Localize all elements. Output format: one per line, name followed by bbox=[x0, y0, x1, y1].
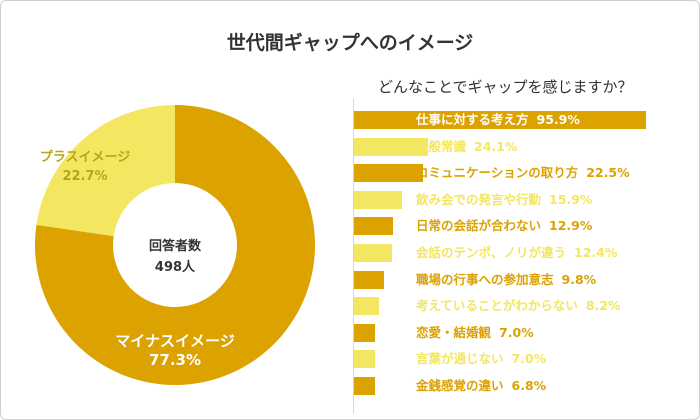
bar-4 bbox=[354, 217, 394, 236]
bar-value-label: 8.2% bbox=[585, 298, 621, 314]
bar-8 bbox=[354, 323, 376, 342]
bar-6 bbox=[354, 270, 384, 289]
bar-category: 金銭感覚の違い bbox=[416, 378, 504, 393]
donut-slice-1 bbox=[36, 105, 175, 237]
bar-category: 職場の行事への参加意志 bbox=[416, 271, 554, 287]
bar-label: 恋愛・結婚観 7.0% bbox=[416, 324, 534, 342]
bar-2 bbox=[354, 164, 423, 183]
bar-category: 飲み会での発言や行動 bbox=[416, 191, 542, 207]
slice-label-plus: プラスイメージ bbox=[40, 150, 130, 165]
bar-label: 会話のテンポ、ノリが違う 12.4% bbox=[416, 244, 617, 262]
bar-value-label: 9.8% bbox=[561, 271, 597, 287]
bar-value-label: 15.9% bbox=[549, 191, 593, 207]
bar-3 bbox=[354, 190, 403, 209]
bar-1 bbox=[354, 137, 428, 156]
center-label: 回答者数 bbox=[149, 238, 202, 254]
bar-label: 金銭感覚の違い 6.8% bbox=[416, 377, 546, 395]
bar-category: 言葉が通じない bbox=[416, 351, 504, 367]
bar-5 bbox=[354, 244, 392, 262]
bar-chart-title: どんなことでギャップを感じますか？ bbox=[378, 78, 633, 96]
slice-value-minus: 77.3% bbox=[149, 351, 201, 369]
bar-label: 一般常識 24.1% bbox=[416, 138, 517, 156]
bar-10 bbox=[354, 377, 375, 395]
bar-label: 職場の行事への参加意志 9.8% bbox=[416, 271, 596, 289]
bar-label: 考えていることがわからない 8.2% bbox=[416, 297, 621, 315]
slice-label-minus: マイナスイメージ bbox=[115, 332, 234, 350]
bar-value-label: 22.5% bbox=[586, 165, 630, 181]
bar-axis bbox=[353, 98, 354, 414]
slice-value-plus: 22.7% bbox=[62, 169, 107, 184]
bar-category: 日常の会話が合わない bbox=[416, 218, 542, 234]
bar-0 bbox=[354, 111, 647, 129]
bar-category: 考えていることがわからない bbox=[416, 298, 578, 314]
bar-value-label: 12.4% bbox=[574, 245, 618, 260]
bar-label: 日常の会話が合わない 12.9% bbox=[416, 217, 592, 235]
bar-7 bbox=[354, 297, 379, 316]
bar-category: コミュニケーションの取り方 bbox=[416, 165, 579, 181]
bar-value-label: 12.9% bbox=[549, 218, 593, 234]
center-value: 498人 bbox=[155, 259, 196, 275]
bar-value-label: 24.1% bbox=[474, 138, 518, 154]
donut-chart: 回答者数 498人 マイナスイメージ 77.3% プラスイメージ 22.7% bbox=[35, 105, 315, 386]
bar-label: コミュニケーションの取り方 22.5% bbox=[416, 164, 630, 182]
donut-slice-0 bbox=[35, 105, 315, 386]
bar-label: 仕事に対する考え方 95.9% bbox=[416, 111, 580, 129]
bar-category: 一般常識 bbox=[416, 138, 467, 154]
bar-value-label: 7.0% bbox=[499, 324, 534, 340]
bar-value-label: 6.8% bbox=[511, 378, 547, 393]
bar-category: 恋愛・結婚観 bbox=[416, 324, 492, 340]
bar-label: 飲み会での発言や行動 15.9% bbox=[416, 191, 592, 209]
bar-value-label: 7.0% bbox=[511, 351, 547, 367]
bar-value-label: 95.9% bbox=[536, 112, 580, 127]
bar-9 bbox=[354, 350, 376, 369]
bar-chart: どんなことでギャップを感じますか？ 仕事に対する考え方 95.9% 一般常識 24.1… bbox=[350, 70, 695, 415]
bar-category: 仕事に対する考え方 bbox=[416, 112, 529, 127]
bar-category: 会話のテンポ、ノリが違う bbox=[416, 245, 567, 260]
bar-label: 言葉が通じない 7.0% bbox=[416, 350, 546, 368]
page-title: 世代間ギャップへのイメージ bbox=[226, 32, 474, 54]
